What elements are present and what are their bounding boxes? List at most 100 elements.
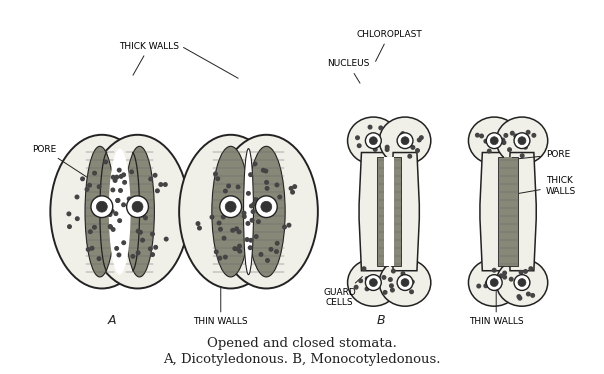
Circle shape (257, 220, 260, 223)
Circle shape (287, 223, 291, 227)
Circle shape (254, 198, 258, 201)
Circle shape (489, 135, 493, 139)
Circle shape (490, 137, 498, 145)
Circle shape (487, 149, 491, 153)
Circle shape (109, 225, 112, 229)
Circle shape (108, 225, 112, 228)
Circle shape (405, 276, 408, 280)
Circle shape (232, 199, 236, 203)
Circle shape (391, 288, 394, 292)
Circle shape (417, 138, 421, 142)
Circle shape (358, 144, 361, 147)
Circle shape (131, 255, 135, 258)
Polygon shape (508, 157, 518, 266)
Ellipse shape (469, 259, 520, 306)
Circle shape (114, 179, 117, 182)
Circle shape (370, 137, 378, 145)
Text: B: B (377, 314, 385, 327)
Ellipse shape (469, 117, 520, 164)
Text: Opened and closed stomata.: Opened and closed stomata. (207, 337, 397, 350)
Circle shape (222, 236, 226, 240)
Circle shape (486, 281, 489, 285)
Ellipse shape (179, 135, 282, 288)
Circle shape (365, 275, 381, 291)
Circle shape (531, 294, 535, 297)
Ellipse shape (109, 148, 130, 275)
Circle shape (265, 187, 269, 190)
Circle shape (117, 168, 121, 172)
Polygon shape (391, 153, 419, 271)
Circle shape (382, 276, 386, 279)
Circle shape (235, 227, 239, 231)
Circle shape (524, 270, 527, 273)
Circle shape (484, 284, 487, 288)
Circle shape (253, 162, 257, 166)
Circle shape (159, 183, 162, 186)
Text: THIN WALLS: THIN WALLS (469, 287, 524, 327)
Circle shape (249, 204, 253, 208)
Circle shape (266, 259, 269, 262)
Circle shape (245, 238, 249, 241)
Ellipse shape (212, 146, 249, 277)
Circle shape (385, 145, 389, 149)
Circle shape (122, 241, 126, 245)
Circle shape (81, 177, 85, 181)
Circle shape (376, 135, 379, 138)
Circle shape (518, 137, 526, 145)
Circle shape (532, 134, 536, 137)
Circle shape (92, 226, 96, 229)
Circle shape (275, 250, 278, 253)
Circle shape (362, 267, 366, 270)
Circle shape (127, 197, 131, 201)
Circle shape (137, 229, 140, 233)
Circle shape (407, 142, 411, 145)
Circle shape (397, 133, 413, 148)
Polygon shape (508, 153, 536, 271)
Ellipse shape (248, 146, 285, 277)
Circle shape (251, 210, 255, 214)
Circle shape (149, 177, 152, 181)
Circle shape (275, 183, 278, 187)
Text: A: A (108, 314, 116, 327)
Circle shape (238, 244, 242, 248)
Circle shape (227, 184, 230, 188)
Circle shape (114, 212, 118, 215)
Circle shape (218, 257, 222, 260)
Circle shape (111, 228, 115, 231)
Circle shape (115, 246, 118, 250)
Circle shape (141, 213, 144, 217)
Circle shape (164, 183, 167, 186)
Circle shape (104, 160, 108, 164)
Circle shape (401, 272, 405, 275)
Circle shape (97, 257, 101, 260)
Circle shape (410, 290, 413, 294)
Text: NUCLEUS: NUCLEUS (327, 59, 370, 83)
Ellipse shape (243, 148, 254, 275)
Circle shape (521, 154, 524, 157)
Circle shape (275, 242, 279, 245)
Circle shape (156, 189, 159, 193)
Circle shape (255, 196, 277, 218)
Circle shape (210, 215, 214, 219)
Circle shape (154, 246, 158, 249)
Circle shape (130, 200, 134, 204)
Circle shape (214, 250, 218, 254)
Circle shape (123, 181, 126, 184)
Circle shape (144, 216, 147, 220)
Circle shape (243, 215, 246, 218)
Circle shape (214, 172, 217, 176)
Circle shape (503, 275, 507, 279)
Circle shape (278, 195, 281, 199)
Circle shape (67, 212, 71, 216)
Polygon shape (391, 157, 402, 266)
Circle shape (97, 196, 100, 200)
Circle shape (480, 134, 483, 138)
Circle shape (127, 196, 149, 218)
Circle shape (365, 133, 381, 148)
Circle shape (269, 199, 273, 203)
Circle shape (397, 275, 413, 291)
Circle shape (90, 246, 94, 250)
Circle shape (484, 140, 487, 143)
Circle shape (400, 134, 403, 137)
Circle shape (86, 248, 90, 251)
